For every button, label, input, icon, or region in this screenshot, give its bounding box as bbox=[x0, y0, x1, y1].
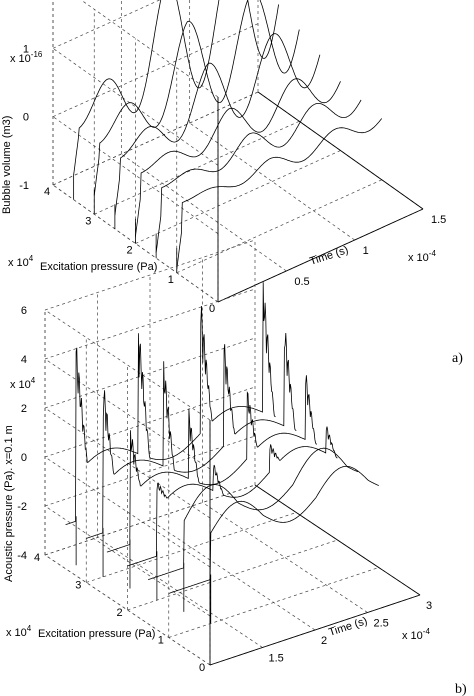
z-exponent-a: x 10-16 bbox=[10, 50, 43, 65]
tick-label: 4 bbox=[44, 186, 50, 198]
panel-a: -1012012340.511.5 x 10-16 Bubble volume … bbox=[1, 0, 463, 366]
xlabel-a: Time (s) bbox=[308, 244, 350, 268]
tick-label: -2 bbox=[17, 501, 27, 513]
grid-line bbox=[52, 116, 219, 234]
series-line bbox=[168, 465, 379, 594]
tick-label: 4 bbox=[21, 354, 27, 366]
series-line bbox=[127, 426, 338, 567]
tick-label: 1.5 bbox=[431, 214, 446, 226]
grid-line bbox=[44, 288, 256, 360]
grid-line bbox=[52, 0, 161, 49]
ticks-a: -1012012340.511.5 bbox=[19, 43, 446, 315]
grid-line bbox=[52, 23, 259, 117]
ylabel-b: Acoustic pressure (Pa). x=0.1 m bbox=[3, 425, 15, 582]
grid-line bbox=[44, 386, 256, 458]
grid-line bbox=[135, 150, 341, 244]
series-line bbox=[147, 447, 359, 580]
grid-line bbox=[202, 502, 368, 613]
series-line bbox=[135, 78, 341, 237]
ticks-b: -4 -2 0 2 4 6 0 1 2 3 4 1.5 2 2.5 3 bbox=[17, 305, 432, 674]
tick-label: 2 bbox=[321, 635, 327, 647]
grid-line bbox=[52, 184, 219, 303]
tick-label: 1 bbox=[158, 635, 164, 647]
grid-b bbox=[44, 239, 421, 666]
grid-line bbox=[217, 208, 424, 303]
tick-label: 0 bbox=[199, 662, 205, 674]
depth-exp-a: x 104 bbox=[8, 254, 34, 269]
tick-label: 0 bbox=[209, 303, 215, 315]
x-exponent-a: x 10-4 bbox=[408, 249, 436, 264]
grid-line bbox=[121, 153, 287, 272]
grid-line bbox=[176, 179, 382, 274]
tick-label: 3 bbox=[85, 215, 91, 227]
depth-label-a: Excitation pressure (Pa) bbox=[40, 261, 157, 273]
panel-label-b: b) bbox=[455, 682, 467, 696]
z-exponent-b: x 104 bbox=[10, 376, 36, 391]
grid-line bbox=[44, 484, 256, 556]
tick-label: 0 bbox=[21, 452, 27, 464]
tick-label: 0 bbox=[23, 112, 29, 124]
tick-label: -4 bbox=[17, 550, 27, 562]
grid-line bbox=[189, 122, 355, 241]
panel-b: -4 -2 0 2 4 6 0 1 2 3 4 1.5 2 2.5 3 x 104 Acoustic pre… bbox=[3, 239, 467, 696]
series-line bbox=[73, 0, 279, 176]
series-line bbox=[106, 375, 318, 553]
depth-exp-b: x 104 bbox=[6, 624, 32, 639]
grid-line bbox=[52, 91, 259, 186]
grid-a bbox=[52, 0, 424, 303]
tick-label: -1 bbox=[19, 180, 29, 192]
grid-line bbox=[257, 91, 424, 210]
series-line bbox=[86, 332, 297, 539]
tick-label: 2 bbox=[126, 245, 132, 257]
grid-line bbox=[44, 435, 256, 507]
tick-label: 4 bbox=[34, 552, 40, 564]
curves-b bbox=[65, 282, 379, 624]
grid-line bbox=[94, 120, 300, 215]
curves-a bbox=[73, 0, 383, 273]
tick-label: 1 bbox=[23, 43, 29, 55]
grid-line bbox=[168, 567, 379, 638]
tick-label: 6 bbox=[21, 305, 27, 317]
tick-label: 3 bbox=[75, 580, 81, 592]
ylabel-a: Bubble volume (m3) bbox=[1, 116, 13, 214]
tick-label: 0.5 bbox=[294, 276, 309, 288]
tick-label: 3 bbox=[426, 600, 432, 612]
grid-line bbox=[127, 539, 338, 611]
grid-line bbox=[209, 594, 421, 666]
series-line bbox=[114, 33, 321, 216]
tick-label: 1 bbox=[168, 274, 174, 286]
tick-label: 2.5 bbox=[374, 618, 389, 630]
panel-label-a: a) bbox=[452, 351, 463, 366]
series-line bbox=[93, 0, 300, 196]
grid-line bbox=[44, 239, 256, 311]
grid-line bbox=[254, 484, 421, 596]
tick-label: 2 bbox=[116, 607, 122, 619]
tick-label: 1 bbox=[363, 245, 369, 257]
series-line bbox=[65, 282, 276, 525]
tick-label: 2 bbox=[21, 403, 27, 415]
grid-line bbox=[86, 512, 297, 583]
depth-label-b: Excitation pressure (Pa) bbox=[38, 628, 155, 640]
x-exponent-b: x 10-4 bbox=[402, 627, 430, 642]
series-line bbox=[155, 99, 362, 253]
tick-label: 1.5 bbox=[269, 653, 284, 665]
series-line bbox=[176, 118, 383, 270]
grid-line bbox=[52, 48, 219, 166]
